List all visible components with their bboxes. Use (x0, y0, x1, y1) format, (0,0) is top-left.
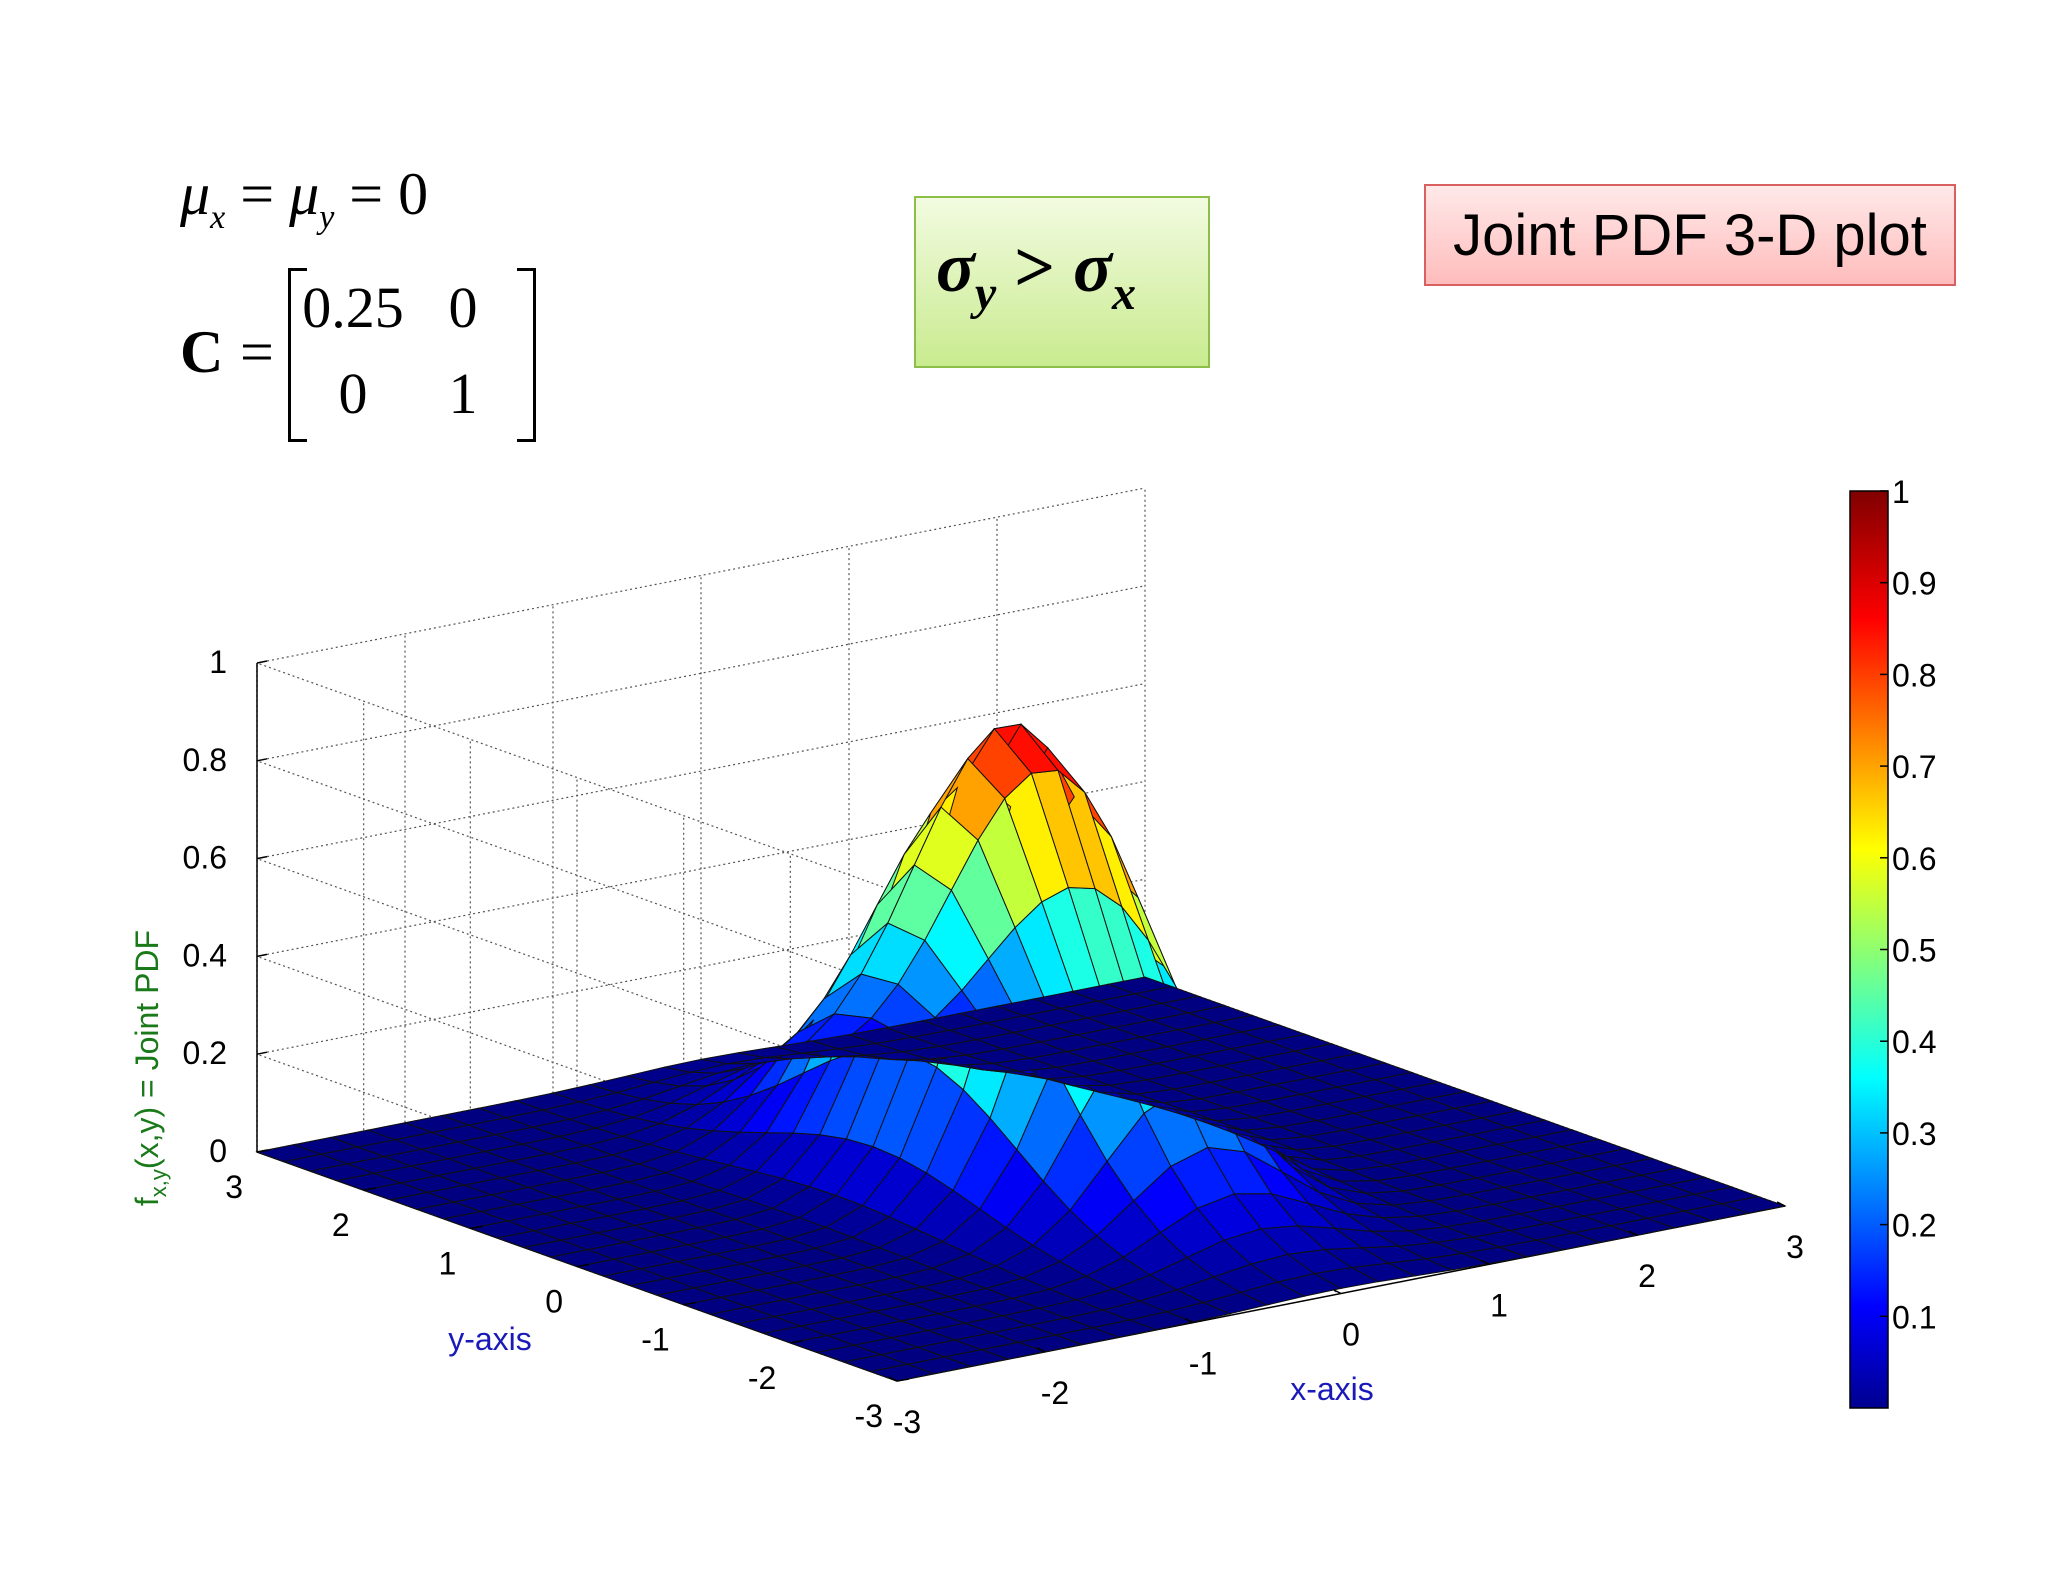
mu-zero: = 0 (349, 161, 429, 227)
matrix-cell-01: 0 (448, 275, 478, 340)
matrix-cell-11: 1 (448, 361, 478, 426)
axis-ticks: 0 0.2 0.4 0.6 0.8 1 -3 -2 -1 0 1 2 3 -3 -2 -1 0 1 2 3 (183, 644, 1804, 1440)
z-label-text: (x,y) = Joint PDF (129, 930, 165, 1169)
mu-symbol: μ (180, 161, 211, 227)
colorbar: 0.1 0.2 0.3 0.4 0.5 0.6 0.7 0.8 0.9 1 (1849, 474, 1936, 1409)
colorbar-tick-label: 0.5 (1892, 933, 1936, 969)
y-tick-mark (576, 1263, 590, 1268)
colorbar-tick-label: 0.6 (1892, 841, 1936, 877)
z-axis-label: fx,y(x,y) = Joint PDF (129, 930, 171, 1206)
x-tick-label: 0 (1342, 1317, 1360, 1353)
z-label-text: f (129, 1197, 165, 1206)
y-tick-label: 3 (225, 1169, 243, 1205)
sigma-sub-x: x (1111, 267, 1136, 320)
sigma-y-symbol: σ (936, 227, 975, 307)
x-tick-mark (1332, 1288, 1342, 1295)
gt-sign: > (1014, 227, 1056, 307)
z-gridline (254, 683, 1146, 1089)
colorbar-tick-label: 0.8 (1892, 657, 1936, 693)
x-tick-label: 3 (1786, 1229, 1804, 1265)
title-box: Joint PDF 3-D plot (1424, 184, 1956, 286)
y-tick-label: -3 (855, 1398, 883, 1434)
colorbar-tick-label: 0.1 (1892, 1299, 1936, 1335)
x-tick-mark (1036, 1347, 1046, 1353)
matrix-cell-00: 0.25 (302, 275, 404, 340)
mu-symbol-2: μ (289, 161, 320, 227)
x-tick-mark (1480, 1259, 1490, 1266)
sigma-comparison: σy > σx (936, 226, 1136, 321)
z-tick-label: 0.4 (183, 937, 227, 973)
colorbar-tick-label: 0.9 (1892, 566, 1936, 602)
matrix-right-bracket (517, 268, 536, 442)
z-tick-mark (256, 855, 268, 860)
title-text: Joint PDF 3-D plot (1453, 202, 1927, 268)
sigma-sub-y: y (974, 267, 997, 320)
y-tick-mark (470, 1225, 483, 1230)
z-tick-label: 0.2 (183, 1035, 227, 1071)
mu-sub-y: y (319, 199, 335, 236)
y-tick-label: 1 (439, 1245, 457, 1281)
x-tick-label: 2 (1638, 1258, 1656, 1294)
x-tick-mark (1776, 1201, 1786, 1207)
sigma-x-symbol: σ (1073, 227, 1112, 307)
y-tick-mark (790, 1340, 803, 1344)
x-tick-label: -2 (1041, 1375, 1069, 1411)
y-axis-label: y-axis (448, 1321, 532, 1357)
y-tick-mark (683, 1301, 696, 1306)
z-tick-label: 1 (209, 644, 227, 680)
covariance-matrix: 0.25 0 0 1 (288, 268, 536, 442)
mu-eq-sign: = (240, 161, 275, 227)
matrix-cell-10: 0 (338, 361, 368, 426)
z-tick-mark (256, 953, 268, 958)
x-tick-label: -3 (893, 1404, 921, 1440)
y-tick-label: 0 (545, 1284, 563, 1320)
y-tick-label: 2 (332, 1207, 350, 1243)
x-tick-label: -1 (1189, 1346, 1217, 1382)
cov-eq-sign: = (240, 319, 274, 385)
y-tick-label: -1 (641, 1322, 669, 1358)
colorbar-tick-label: 0.4 (1892, 1024, 1936, 1060)
z-tick-mark (256, 1051, 268, 1055)
x-tick-label: 1 (1490, 1287, 1508, 1323)
y-tick-mark (896, 1378, 910, 1382)
surface-mesh (255, 723, 1787, 1382)
mean-equation: μx = μy = 0 (180, 160, 428, 237)
surface-patch (255, 1144, 323, 1163)
y-tick-mark (256, 1149, 270, 1153)
z-gridline (254, 487, 1146, 893)
y-tick-mark (363, 1187, 376, 1191)
colorbar-tick-label: 0.3 (1892, 1116, 1936, 1152)
x-tick-mark (888, 1376, 898, 1382)
z-tick-label: 0.8 (183, 742, 227, 778)
z-label-subscript: x,y (146, 1169, 171, 1197)
z-tick-mark (256, 660, 268, 664)
sigma-comparison-box: σy > σx (914, 196, 1210, 368)
x-tick-mark (1184, 1317, 1194, 1324)
y-tick-label: -2 (748, 1360, 776, 1396)
mu-sub-x: x (210, 199, 226, 236)
matrix-left-bracket (288, 268, 307, 442)
colorbar-tick-label: 0.2 (1892, 1208, 1936, 1244)
z-tick-label: 0 (209, 1133, 227, 1169)
cov-label: C (180, 319, 224, 385)
colorbar-tick-label: 0.7 (1892, 749, 1936, 785)
z-tick-mark (256, 758, 268, 762)
x-axis-label: x-axis (1290, 1371, 1374, 1407)
x-tick-mark (1628, 1230, 1638, 1236)
colorbar-tick-label: 1 (1892, 474, 1910, 510)
z-tick-label: 0.6 (183, 840, 227, 876)
